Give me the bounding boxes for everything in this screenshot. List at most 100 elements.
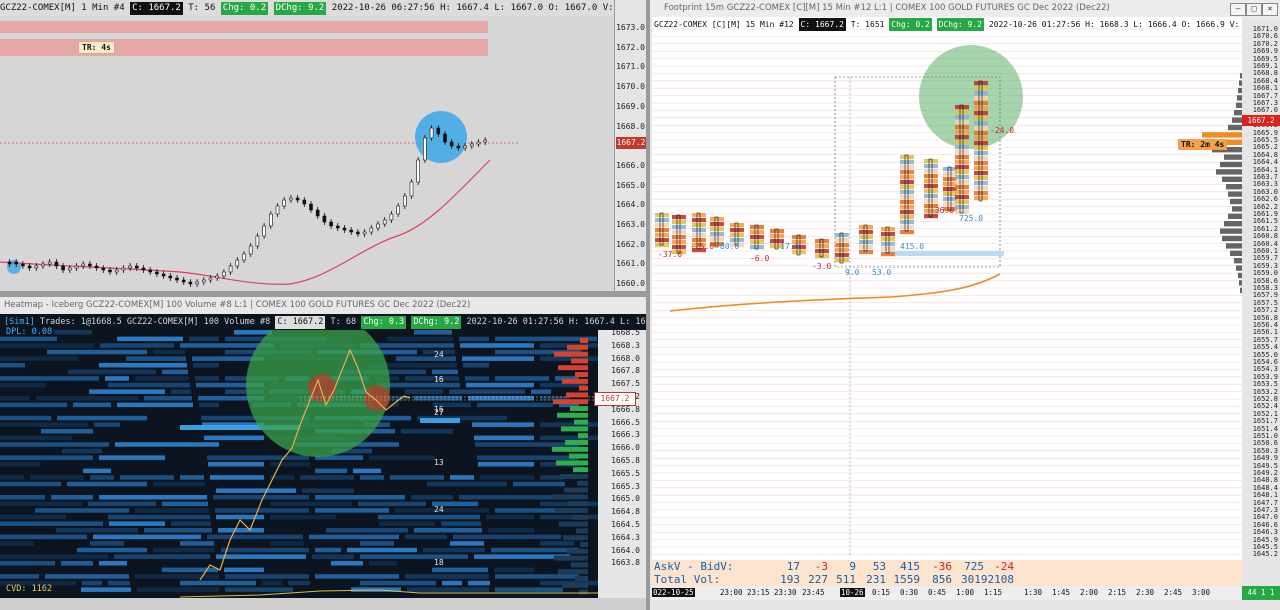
- price-gridlines: [652, 28, 1242, 555]
- candle: [396, 203, 400, 217]
- price-tick-label: 1668.8: [1252, 69, 1278, 78]
- liquidity-cell: [210, 475, 264, 480]
- footprint-stats-table: AskV - BidV: Total Vol: 17 -3 9 53 415 -36 725…: [652, 560, 1242, 586]
- liquidity-cell: [540, 514, 598, 520]
- price-tick-label: 1645.5: [1252, 543, 1278, 551]
- liquidity-cell: [99, 363, 187, 368]
- liquidity-cell: [216, 514, 264, 520]
- profile-bar: [1202, 132, 1242, 138]
- footprint-bar: [730, 222, 744, 248]
- dom-bar: [566, 392, 588, 398]
- bar-delta-label: -3.0: [812, 262, 831, 271]
- liquidity-cell: [117, 402, 193, 408]
- price-tick-label: 1649.2: [1252, 469, 1278, 477]
- price-tick-label: 1665.8: [611, 456, 640, 465]
- liquidity-cell: [126, 356, 186, 361]
- liquidity-cell: [221, 547, 309, 553]
- price-axis[interactable]: 1668.51668.31668.01667.81667.51667.21666…: [594, 328, 646, 598]
- total-volume-cell: 511: [836, 573, 856, 586]
- candle: [389, 211, 394, 223]
- candle: [342, 225, 347, 233]
- liquidity-cell: [495, 349, 581, 355]
- price-tick-label: 1652.4: [1252, 402, 1278, 411]
- askv-bidv-cell: -36: [932, 560, 952, 573]
- liquidity-cell: [360, 343, 454, 348]
- candle: [349, 227, 354, 235]
- liquidity-cell: [88, 501, 156, 507]
- dom-ladder: [551, 338, 588, 595]
- candle: [242, 251, 246, 263]
- price-tick-label: 1645.2: [1252, 550, 1278, 559]
- liquidity-cell: [466, 382, 534, 388]
- close-button[interactable]: ×: [1262, 3, 1278, 16]
- liquidity-cell: [309, 534, 399, 540]
- maximize-button[interactable]: □: [1246, 3, 1262, 16]
- price-axis[interactable]: 1673.0 1672.0 1671.0 1670.0 1669.0 1668.0 1667…: [614, 0, 646, 291]
- candle: [382, 217, 387, 227]
- liquidity-cell: [450, 541, 484, 546]
- price-tick-label: 1657.2: [1252, 306, 1278, 315]
- price-tick-label: 1665.9: [1252, 128, 1278, 137]
- liquidity-cell: [57, 415, 147, 421]
- iceberg-level: [180, 425, 300, 430]
- liquidity-cell: [216, 554, 306, 559]
- liquidity-cell: [540, 475, 564, 480]
- bar-delta-label: 80.0: [720, 242, 739, 251]
- one-minute-chart-window[interactable]: GCZ22-COMEX[M] 1 Min #4 C: 1667.2 T: 56 …: [0, 0, 646, 291]
- dom-bar: [580, 542, 588, 547]
- minimize-button[interactable]: –: [1230, 3, 1246, 16]
- price-tick-label: 1670.2: [1252, 39, 1278, 48]
- liquidity-cell: [411, 495, 453, 500]
- price-tick-label: 1669.9: [1252, 47, 1278, 56]
- time-tick-label: 10-26: [840, 588, 865, 597]
- ohlc-readout: 2022-10-26 01:27:56 H: 1668.3 L: 1666.4 …: [988, 20, 1280, 29]
- price-axis[interactable]: 1671.0 1670.6 1670.2 1669.9 1669.5 1669.1 1668…: [1242, 17, 1280, 585]
- footprint-plot[interactable]: -37.0 -25.0 80.0 -6.0 17.0 -3.0 9.0 53.0 415.0 -3…: [652, 17, 1242, 585]
- footprint-window[interactable]: Footprint 15m GCZ22-COMEX [C][M] 15 Min …: [650, 0, 1280, 610]
- liquidity-cell: [180, 475, 204, 480]
- liquidity-cell: [405, 534, 447, 540]
- time-tick-label: 23:30: [774, 588, 797, 597]
- heatmap-window[interactable]: Heatmap - Iceberg GCZ22-COMEX[M] 100 Vol…: [0, 297, 646, 610]
- liquidity-cell: [51, 495, 93, 500]
- liquidity-cell: [463, 363, 489, 368]
- liquidity-cell: [0, 541, 34, 546]
- liquidity-cell: [405, 389, 443, 394]
- askv-bidv-cell: 725: [964, 560, 984, 573]
- price-tick-label: 1667.8: [611, 366, 640, 376]
- footprint-plot-area[interactable]: -37.0 -25.0 80.0 -6.0 17.0 -3.0 9.0 53.0 415.0 -3…: [652, 17, 1242, 585]
- bar-delta-label: 53.0: [872, 268, 891, 277]
- price-tick-label: 1666.3: [611, 430, 640, 440]
- candle-plot[interactable]: [0, 0, 614, 291]
- price-tick-label: 1667.7: [1252, 91, 1278, 100]
- price-tick-label: 1645.9: [1252, 535, 1278, 544]
- interval-label: 15 Min: [745, 20, 775, 29]
- chart-header: GCZ22-COMEX [C][M] 15 Min #12 C: 1667.2 …: [654, 18, 1280, 31]
- time-axis[interactable]: 022-10-25 23:00 23:15 23:30 23:45 10-26 0:15 0:…: [652, 586, 1242, 600]
- candle: [362, 229, 367, 237]
- liquidity-cell: [300, 475, 354, 480]
- candle: [416, 157, 421, 185]
- liquidity-cell: [35, 508, 129, 513]
- highlight-circle: [364, 385, 390, 411]
- price-tick-label: 1663.3: [1252, 180, 1278, 189]
- liquidity-cell: [495, 508, 569, 513]
- time-tick-label: 0:45: [928, 588, 947, 597]
- price-tick-label: 1672.0: [616, 42, 645, 52]
- bar-delta-label: 725.0: [959, 214, 983, 223]
- horizontal-scrollbar[interactable]: [0, 598, 646, 610]
- price-tick-label: 1667.3: [1252, 99, 1278, 107]
- liquidity-cell: [414, 528, 482, 533]
- liquidity-cell: [198, 396, 264, 401]
- liquidity-cell: [488, 528, 534, 533]
- liquidity-cell: [478, 462, 534, 467]
- liquidity-cell: [224, 567, 264, 573]
- profile-bar: [1226, 184, 1242, 190]
- price-tick-label: 1664.8: [611, 507, 640, 517]
- candle: [222, 269, 226, 279]
- dom-bar: [567, 548, 588, 554]
- liquidity-cell: [144, 396, 192, 401]
- liquidity-cell: [475, 442, 579, 447]
- liquidity-cell: [315, 574, 399, 579]
